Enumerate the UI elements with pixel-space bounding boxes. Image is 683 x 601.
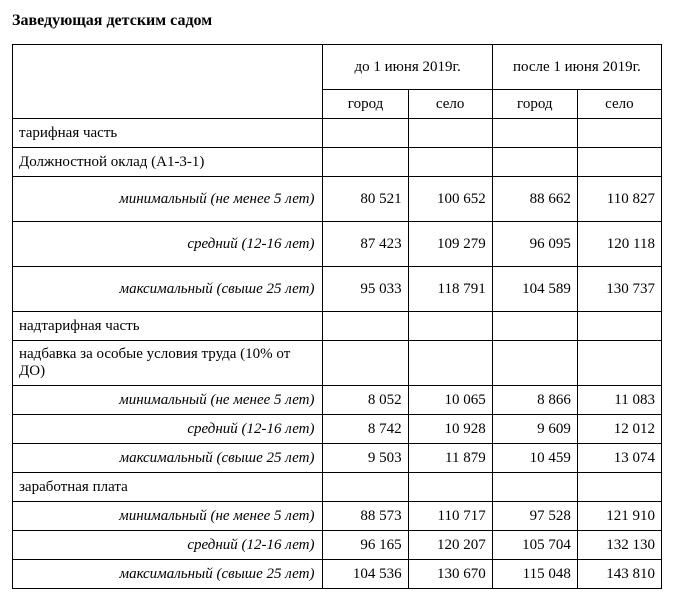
cell-value: 97 528 [492,502,577,531]
cell-empty [492,119,577,148]
cell-value: 10 459 [492,444,577,473]
row-label: минимальный (не менее 5 лет) [13,386,323,415]
row-label: максимальный (свыше 25 лет) [13,560,323,589]
row-label: минимальный (не менее 5 лет) [13,177,323,222]
row-bonus-mid: средний (12-16 лет) 8 742 10 928 9 609 1… [13,415,662,444]
header-city1: город [323,90,408,119]
cell-value: 130 670 [408,560,492,589]
row-bonus-max: максимальный (свыше 25 лет) 9 503 11 879… [13,444,662,473]
cell-value: 8 866 [492,386,577,415]
section-base-salary: Должностной оклад (A1-3-1) [13,148,662,177]
cell-value: 100 652 [408,177,492,222]
cell-value: 87 423 [323,222,408,267]
cell-value: 105 704 [492,531,577,560]
row-salary-min: минимальный (не менее 5 лет) 88 573 110 … [13,502,662,531]
cell-empty [323,312,408,341]
row-base-mid: средний (12-16 лет) 87 423 109 279 96 09… [13,222,662,267]
row-label: максимальный (свыше 25 лет) [13,444,323,473]
cell-empty [492,148,577,177]
row-salary-max: максимальный (свыше 25 лет) 104 536 130 … [13,560,662,589]
header-period1: до 1 июня 2019г. [323,45,492,90]
cell-empty [408,148,492,177]
header-village2: село [577,90,661,119]
cell-value: 120 207 [408,531,492,560]
row-salary-mid: средний (12-16 лет) 96 165 120 207 105 7… [13,531,662,560]
cell-empty [323,473,408,502]
section-tariff-label: тарифная часть [13,119,323,148]
cell-value: 13 074 [577,444,661,473]
cell-value: 104 536 [323,560,408,589]
cell-value: 8 052 [323,386,408,415]
row-label: средний (12-16 лет) [13,531,323,560]
page-title: Заведующая детским садом [12,12,671,30]
cell-value: 118 791 [408,267,492,312]
cell-value: 110 827 [577,177,661,222]
section-over-tariff: надтарифная часть [13,312,662,341]
cell-value: 104 589 [492,267,577,312]
cell-empty [577,341,661,386]
cell-value: 130 737 [577,267,661,312]
cell-value: 121 910 [577,502,661,531]
cell-value: 9 503 [323,444,408,473]
cell-value: 10 928 [408,415,492,444]
header-period2: после 1 июня 2019г. [492,45,661,90]
section-salary: заработная плата [13,473,662,502]
cell-value: 11 083 [577,386,661,415]
cell-empty [323,148,408,177]
cell-empty [577,473,661,502]
cell-value: 132 130 [577,531,661,560]
cell-empty [492,341,577,386]
section-base-label: Должностной оклад (A1-3-1) [13,148,323,177]
cell-empty [408,341,492,386]
cell-empty [323,341,408,386]
cell-value: 120 118 [577,222,661,267]
row-label: максимальный (свыше 25 лет) [13,267,323,312]
cell-empty [492,312,577,341]
salary-table: до 1 июня 2019г. после 1 июня 2019г. гор… [12,44,662,589]
cell-value: 9 609 [492,415,577,444]
row-label: средний (12-16 лет) [13,222,323,267]
cell-value: 80 521 [323,177,408,222]
cell-empty [408,473,492,502]
section-over-tariff-label: надтарифная часть [13,312,323,341]
cell-value: 115 048 [492,560,577,589]
row-base-max: максимальный (свыше 25 лет) 95 033 118 7… [13,267,662,312]
cell-empty [408,312,492,341]
cell-empty [408,119,492,148]
section-tariff: тарифная часть [13,119,662,148]
section-bonus-label: надбавка за особые условия труда (10% от… [13,341,323,386]
row-label: минимальный (не менее 5 лет) [13,502,323,531]
cell-empty [323,119,408,148]
cell-empty [577,312,661,341]
cell-empty [577,148,661,177]
cell-empty [577,119,661,148]
section-salary-label: заработная плата [13,473,323,502]
cell-value: 10 065 [408,386,492,415]
cell-value: 88 662 [492,177,577,222]
cell-value: 88 573 [323,502,408,531]
row-label: средний (12-16 лет) [13,415,323,444]
cell-value: 11 879 [408,444,492,473]
header-city2: город [492,90,577,119]
cell-empty [492,473,577,502]
cell-value: 96 095 [492,222,577,267]
cell-value: 8 742 [323,415,408,444]
cell-value: 110 717 [408,502,492,531]
cell-value: 95 033 [323,267,408,312]
header-row-1: до 1 июня 2019г. после 1 июня 2019г. [13,45,662,90]
cell-value: 12 012 [577,415,661,444]
header-village1: село [408,90,492,119]
section-bonus: надбавка за особые условия труда (10% от… [13,341,662,386]
row-bonus-min: минимальный (не менее 5 лет) 8 052 10 06… [13,386,662,415]
cell-value: 96 165 [323,531,408,560]
row-base-min: минимальный (не менее 5 лет) 80 521 100 … [13,177,662,222]
cell-value: 109 279 [408,222,492,267]
cell-value: 143 810 [577,560,661,589]
header-blank [13,45,323,119]
